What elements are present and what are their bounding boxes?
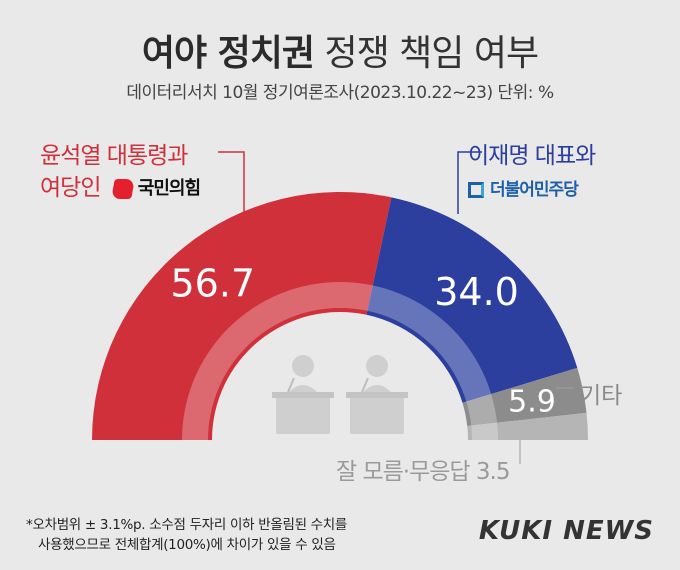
footnote-line1: *오차범위 ± 3.1%p. 소수점 두자리 이하 반올림된 수치를 xyxy=(26,517,348,533)
slice-dont-know xyxy=(467,412,588,440)
ppp-party-logo: 국민의힘 xyxy=(111,173,201,205)
dpk-logo-icon xyxy=(468,182,484,198)
chart-subtitle: 데이터리서치 10월 정기여론조사(2023.10.22~23) 단위: % xyxy=(126,83,554,103)
title-rest: 정쟁 책임 여부 xyxy=(324,33,539,74)
slice-dpk xyxy=(366,197,578,403)
speaker-right-icon xyxy=(346,355,408,434)
ppp-logo-icon xyxy=(111,178,135,199)
title-bold: 여야 정치권 xyxy=(141,33,315,74)
ppp-party-name: 국민의힘 xyxy=(137,177,201,199)
inner-ring-band xyxy=(182,282,498,440)
value-label-other: 5.9 xyxy=(508,384,556,419)
footnote: *오차범위 ± 3.1%p. 소수점 두자리 이하 반올림된 수치를 사용했으므… xyxy=(26,515,347,555)
kuki-news-logo: KUKI NEWS xyxy=(478,516,654,546)
speaker-left-icon xyxy=(272,355,334,434)
left-label-line1: 윤석열 대통령과 xyxy=(40,143,188,169)
leader-line-dpk xyxy=(457,151,482,214)
podium-illustration xyxy=(272,355,408,434)
leader-line-ppp xyxy=(218,151,245,212)
dont-know-series-label: 잘 모름·무응답 3.5 xyxy=(336,459,510,485)
chart-title: 여야 정치권 정쟁 책임 여부 xyxy=(0,24,680,76)
slice-ppp xyxy=(92,192,392,440)
dpk-party-logo: 더불어민주당 xyxy=(468,174,595,206)
slice-other xyxy=(462,367,587,426)
left-series-label: 윤석열 대통령과 여당인 국민의힘 xyxy=(40,140,201,205)
footnote-line2: 사용했으므로 전체합계(100%)에 차이가 있을 수 있음 xyxy=(38,537,336,553)
dpk-party-name: 더불어민주당 xyxy=(490,180,579,200)
value-label-ppp: 56.7 xyxy=(171,262,256,306)
right-series-label: 이재명 대표와 더불어민주당 xyxy=(468,140,596,206)
right-label-line1: 이재명 대표와 xyxy=(468,143,596,169)
left-label-line2: 여당인 xyxy=(40,175,101,201)
other-series-label: 기타 xyxy=(580,383,623,409)
value-label-dpk: 34.0 xyxy=(434,270,519,314)
